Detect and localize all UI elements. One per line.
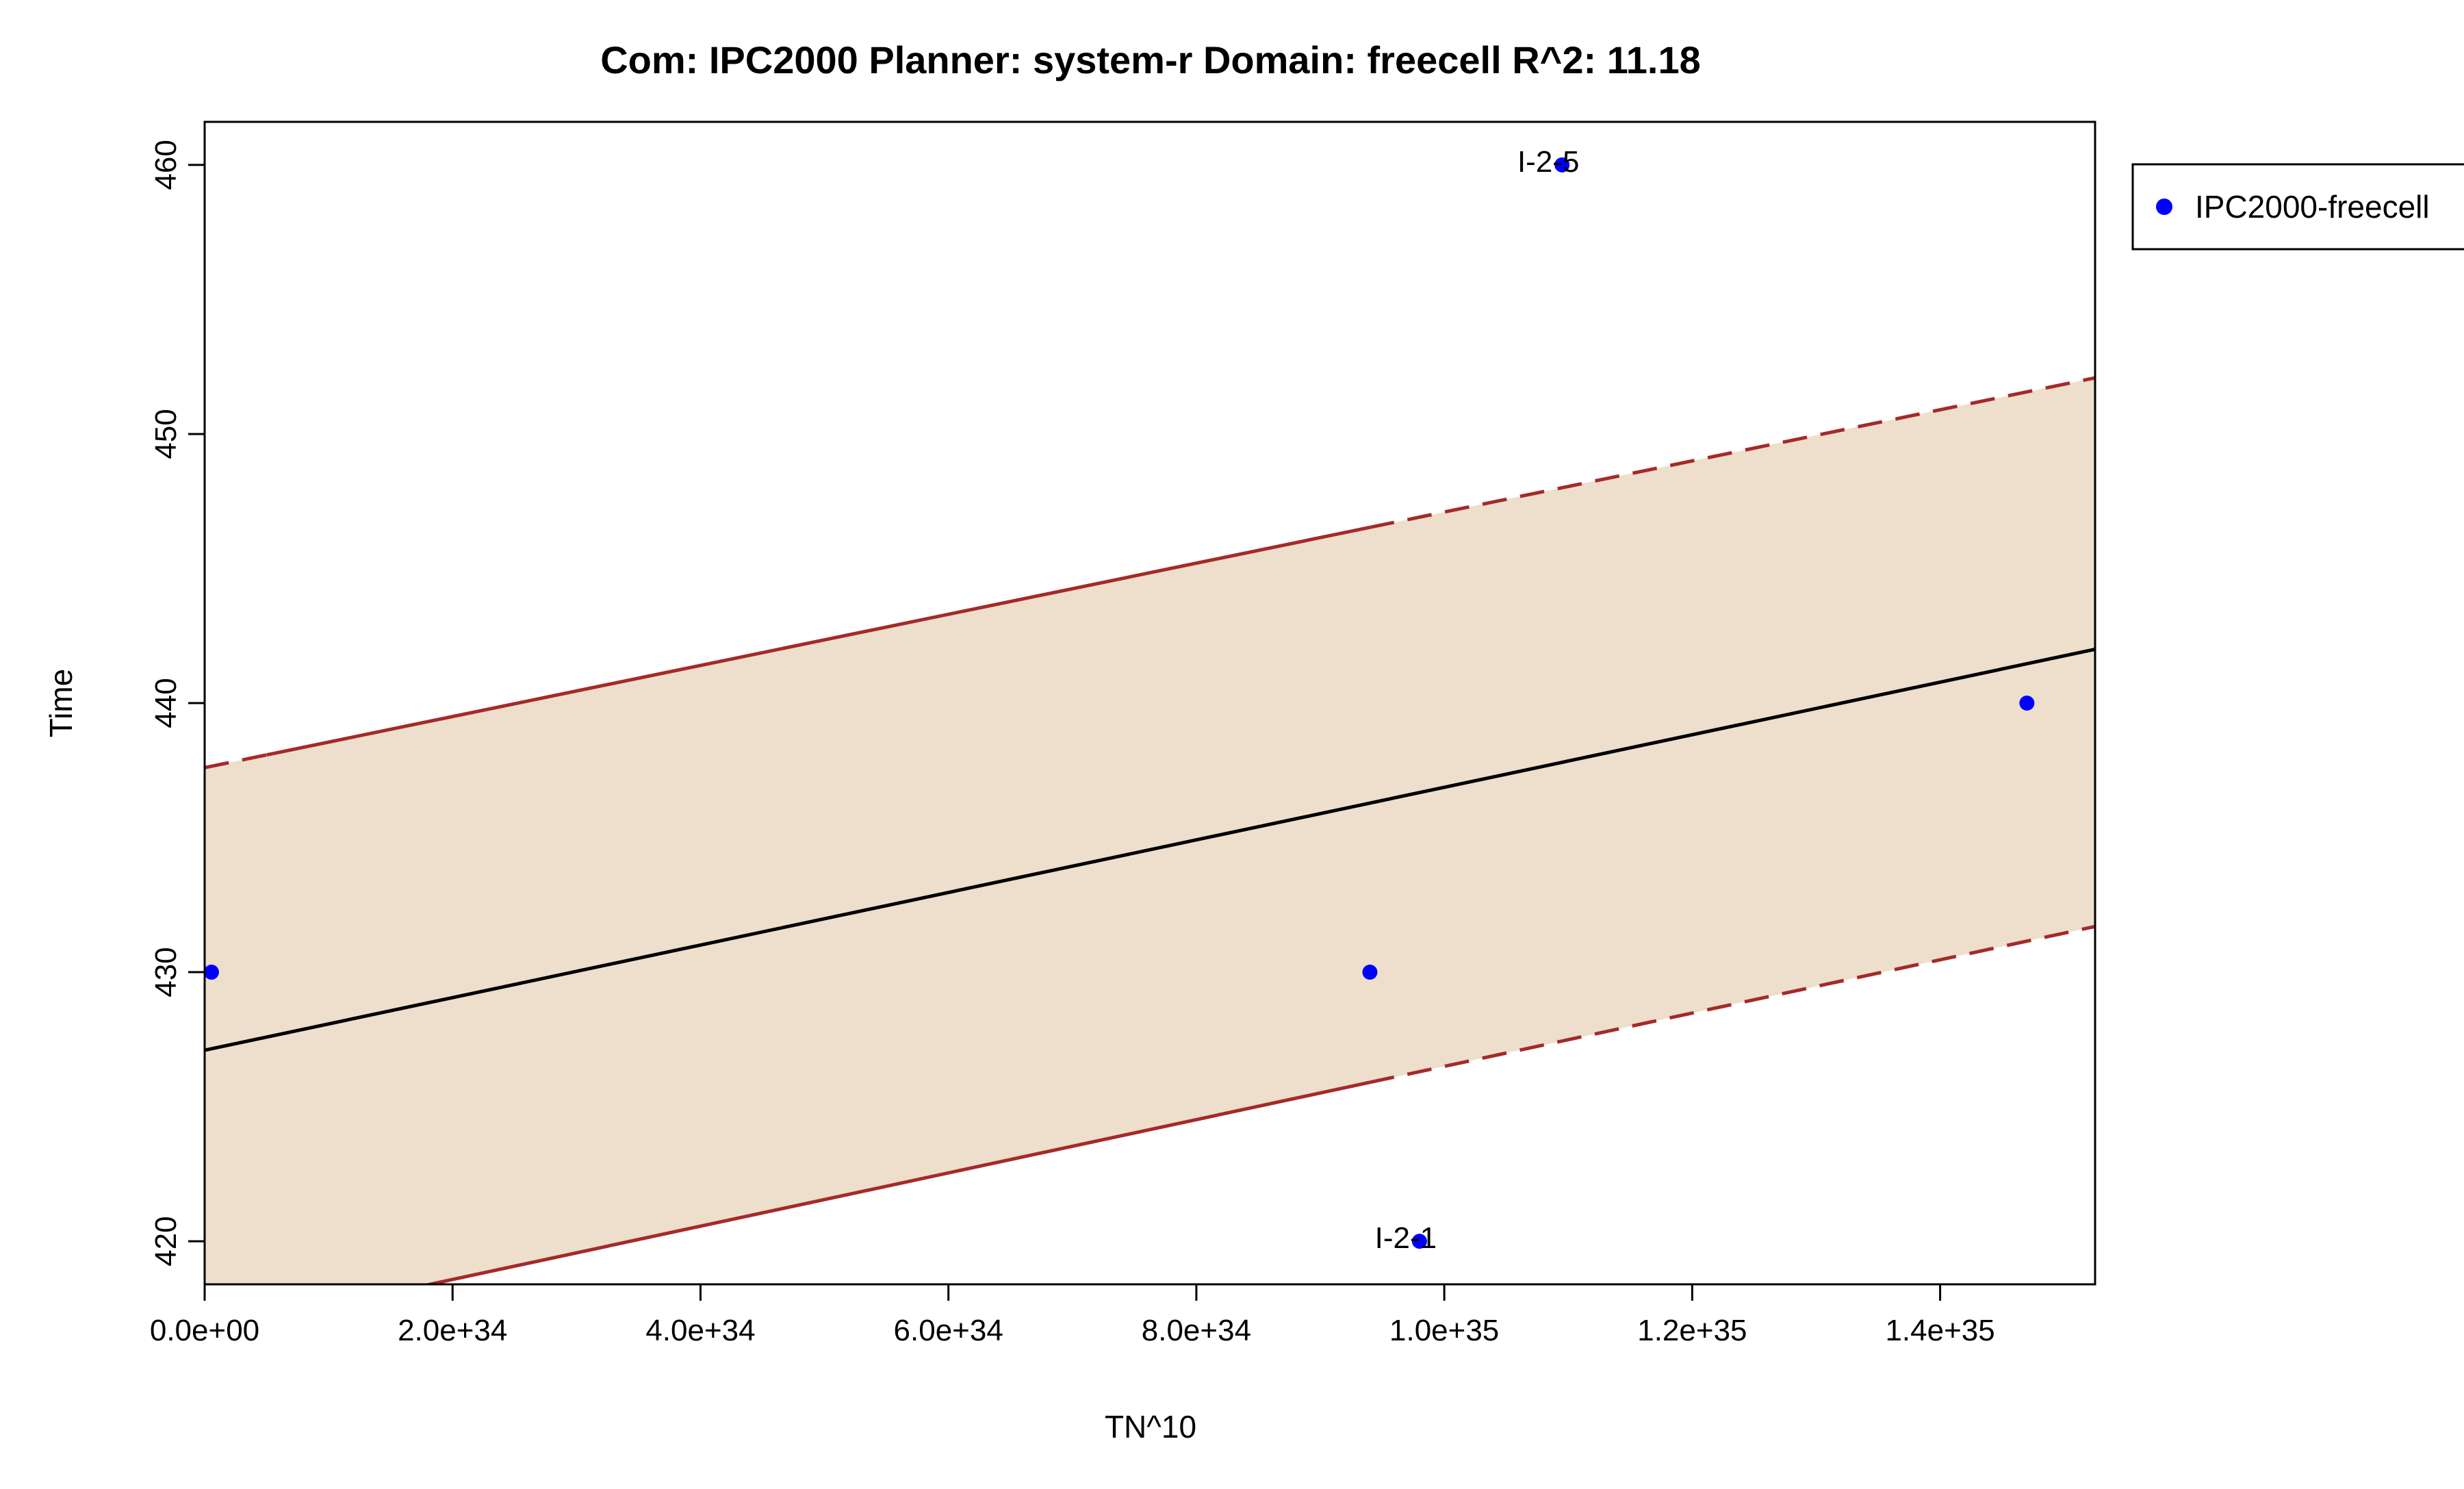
data-point	[1554, 157, 1570, 173]
band-upper-line	[1369, 376, 2095, 529]
band-lower-line	[422, 1080, 1371, 1284]
x-tick-label: 1.4e+35	[1885, 1314, 1994, 1347]
y-tick-label: 460	[149, 140, 183, 190]
band-upper-line	[205, 753, 268, 769]
y-tick-label: 440	[149, 678, 183, 728]
y-tick-label: 420	[149, 1216, 183, 1266]
legend-box	[2131, 163, 2464, 251]
x-tick-label: 4.0e+34	[645, 1314, 755, 1347]
x-axis-label: TN^10	[1105, 1409, 1196, 1445]
data-point	[203, 965, 219, 980]
x-tick-label: 2.0e+34	[398, 1314, 507, 1347]
x-tick-label: 1.0e+35	[1389, 1314, 1499, 1347]
x-tick-label: 0.0e+00	[150, 1314, 259, 1347]
point-label: I-2-5	[1517, 145, 1579, 179]
y-tick-label: 430	[149, 947, 183, 997]
y-tick-label: 450	[149, 409, 183, 459]
data-point	[1362, 965, 1378, 980]
regression-line	[205, 647, 2095, 1052]
chart-title: Com: IPC2000 Planner: system-r Domain: f…	[600, 38, 1701, 81]
band-lower-line	[1369, 924, 2095, 1084]
data-point	[1411, 1234, 1427, 1249]
x-tick-label: 6.0e+34	[894, 1314, 1003, 1347]
legend-label: IPC2000-freecell	[2195, 189, 2430, 225]
legend: IPC2000-freecell	[2131, 163, 2464, 251]
x-tick-label: 8.0e+34	[1142, 1314, 1251, 1347]
confidence-band	[205, 377, 2095, 1284]
y-axis-label: Time	[43, 669, 79, 738]
point-label: I-2-1	[1375, 1221, 1437, 1255]
x-tick-label: 1.2e+35	[1637, 1314, 1747, 1347]
band-upper-line	[266, 525, 1370, 757]
data-point	[2019, 696, 2035, 711]
legend-marker	[2156, 199, 2172, 215]
